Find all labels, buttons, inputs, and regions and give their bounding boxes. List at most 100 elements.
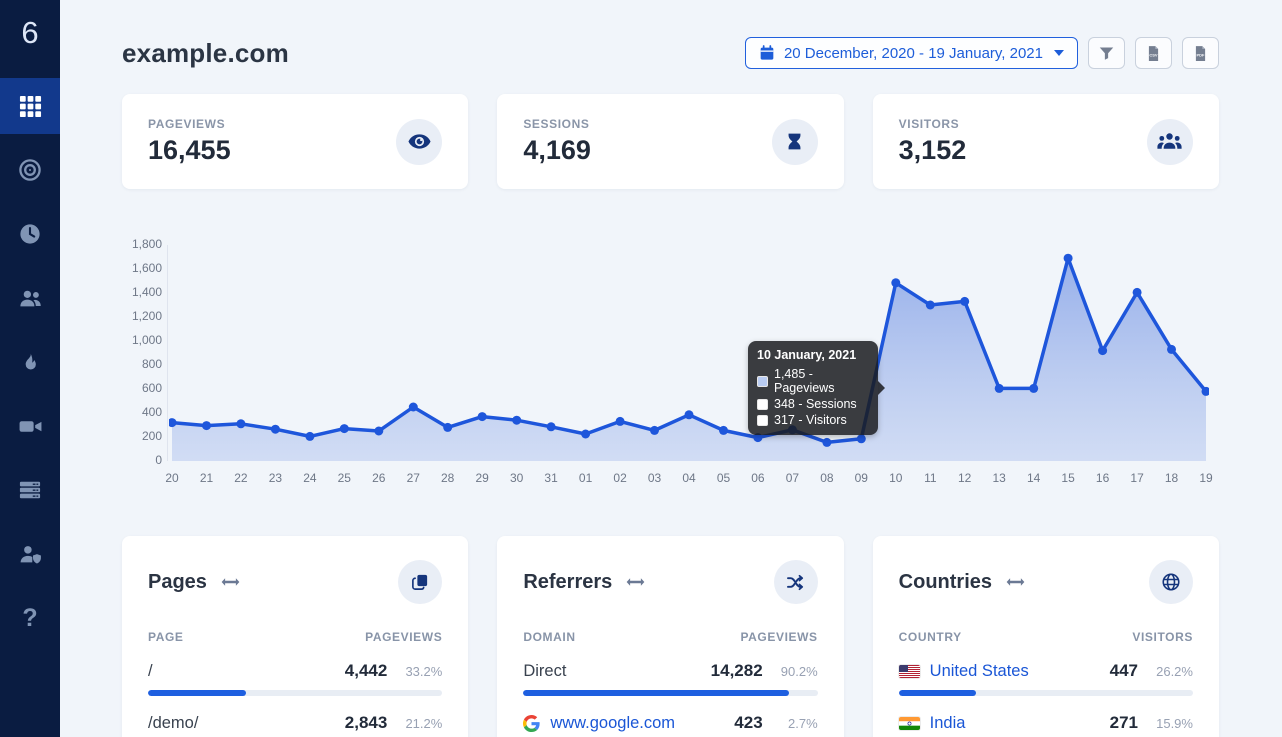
row-value: 14,282 <box>710 661 763 680</box>
stat-label: VISITORS <box>898 117 960 131</box>
left-right-arrows-icon[interactable] <box>221 575 240 589</box>
chart-point[interactable] <box>339 424 349 434</box>
chart-point[interactable] <box>684 410 694 420</box>
row-value: 2,843 <box>344 713 388 732</box>
export-pdf-button[interactable]: PDF <box>1182 37 1219 69</box>
video-camera-icon <box>18 414 43 439</box>
row-label: / <box>148 661 153 680</box>
tooltip-value: 1,485 - Pageviews <box>774 367 835 395</box>
sessions-stat-card: SESSIONS 4,169 <box>497 94 844 189</box>
chart-point[interactable] <box>719 425 728 435</box>
y-axis-label: 1,600 <box>131 261 162 275</box>
x-axis-label: 31 <box>544 471 558 485</box>
x-axis-label: 16 <box>1095 471 1110 485</box>
us-flag-icon <box>898 664 920 678</box>
globe-countries-button[interactable] <box>1148 560 1193 604</box>
chart-point[interactable] <box>856 434 866 444</box>
progress-track <box>148 690 443 696</box>
countries-table: United States 447 26.2% India 271 15.9% <box>898 661 1193 737</box>
chart-point[interactable] <box>408 402 418 412</box>
row-percent: 15.9% <box>1156 716 1193 731</box>
progress-fill <box>148 690 246 696</box>
chart-point[interactable] <box>994 383 1004 393</box>
column-header: DOMAIN <box>523 630 576 644</box>
chart-point[interactable] <box>477 412 487 422</box>
chart-point[interactable] <box>443 422 453 432</box>
chart-point[interactable] <box>374 426 384 436</box>
pageviews-chart: 1,800 1,600 1,400 1,200 1,000 800 600 400 200 0 20… <box>122 235 1219 495</box>
table-row: Direct 14,282 90.2% <box>523 661 818 696</box>
app-logo[interactable]: 6 <box>21 15 39 50</box>
funnel-icon <box>1098 45 1115 62</box>
x-axis-label: 14 <box>1027 471 1041 485</box>
x-axis-label: 05 <box>716 471 731 485</box>
y-axis-label: 0 <box>155 453 162 467</box>
sidebar-item-help[interactable]: ? <box>0 590 60 646</box>
chart-point[interactable] <box>1029 383 1039 393</box>
sidebar-item-recordings[interactable] <box>0 398 60 454</box>
row-link[interactable]: United States <box>929 661 1029 680</box>
chart-point[interactable] <box>753 433 763 443</box>
question-icon: ? <box>22 603 38 632</box>
column-header: PAGEVIEWS <box>740 630 818 644</box>
table-row: India 271 15.9% <box>898 713 1193 737</box>
chart-point[interactable] <box>581 429 591 439</box>
x-axis-label: 04 <box>682 471 696 485</box>
chart-point[interactable] <box>1098 346 1108 356</box>
chart-point[interactable] <box>1167 344 1176 354</box>
filter-button[interactable] <box>1088 37 1125 69</box>
left-right-arrows-icon[interactable] <box>626 575 645 589</box>
table-row: United States 447 26.2% <box>898 661 1193 696</box>
chart-point[interactable] <box>202 421 211 431</box>
chart-point[interactable] <box>615 416 625 426</box>
sidebar-item-privacy[interactable] <box>0 526 60 582</box>
chart-point[interactable] <box>650 425 659 435</box>
chart-point[interactable] <box>236 419 246 429</box>
user-shield-icon <box>18 542 43 567</box>
globe-icon <box>1161 572 1181 592</box>
chart-point[interactable] <box>960 296 970 306</box>
sidebar-item-visitors[interactable] <box>0 270 60 326</box>
x-axis-label: 21 <box>199 471 214 485</box>
x-axis-label: 03 <box>647 471 662 485</box>
sidebar-item-time[interactable] <box>0 206 60 262</box>
copy-pages-button[interactable] <box>398 560 443 604</box>
chart-plot <box>169 253 1210 461</box>
row-link[interactable]: www.google.com <box>550 713 676 732</box>
sidebar-item-heatmaps[interactable] <box>0 334 60 390</box>
y-axis-label: 1,400 <box>131 285 162 299</box>
x-axis-label: 10 <box>889 471 903 485</box>
date-range-label: 20 December, 2020 - 19 January, 2021 <box>783 44 1043 62</box>
row-percent: 21.2% <box>405 716 443 731</box>
chart-point[interactable] <box>822 437 832 447</box>
column-header: PAGEVIEWS <box>365 630 443 644</box>
chart-point[interactable] <box>546 422 556 432</box>
date-range-button[interactable]: 20 December, 2020 - 19 January, 2021 <box>744 37 1078 69</box>
chart-point[interactable] <box>305 431 315 441</box>
calendar-icon <box>759 45 775 61</box>
chart-point[interactable] <box>1201 386 1210 396</box>
x-axis-label: 22 <box>234 471 248 485</box>
chart-point[interactable] <box>1132 287 1142 297</box>
shuffle-referrers-button[interactable] <box>773 560 818 604</box>
tooltip-row: 348 - Sessions <box>757 397 869 411</box>
sidebar-item-dashboard[interactable] <box>0 78 60 134</box>
sidebar-item-servers[interactable] <box>0 462 60 518</box>
chart-point[interactable] <box>925 300 935 310</box>
progress-fill <box>523 690 789 696</box>
google-favicon <box>523 714 540 732</box>
chart-area <box>172 258 1206 461</box>
row-value: 423 <box>734 713 763 732</box>
export-csv-button[interactable]: CSV <box>1135 37 1172 69</box>
x-axis-label: 09 <box>854 471 868 485</box>
chart-point[interactable] <box>512 415 522 425</box>
left-right-arrows-icon[interactable] <box>1006 575 1025 589</box>
chart-point[interactable] <box>891 278 901 288</box>
chart-point[interactable] <box>270 424 280 434</box>
chart-point[interactable] <box>1063 253 1073 263</box>
row-value: 271 <box>1109 713 1138 732</box>
row-link[interactable]: India <box>929 713 966 732</box>
sidebar-item-goals[interactable] <box>0 142 60 198</box>
chart-point[interactable] <box>169 418 177 428</box>
chevron-down-icon <box>1054 50 1064 56</box>
